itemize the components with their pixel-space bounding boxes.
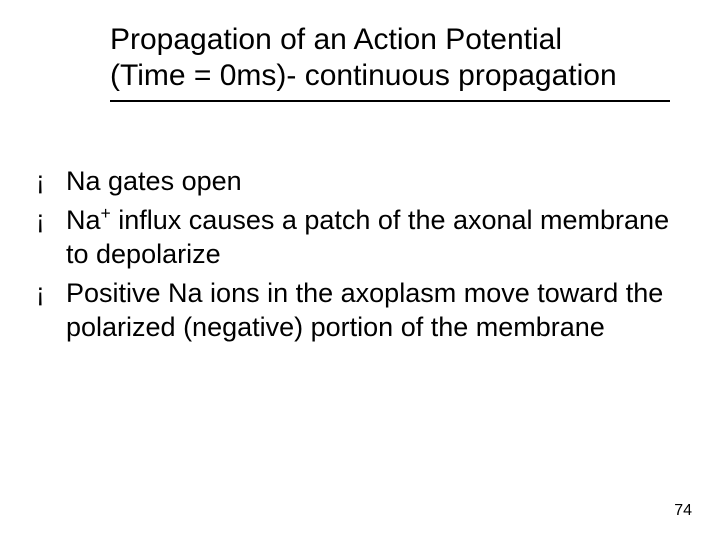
title-underline: [110, 100, 670, 102]
bullet-marker-icon: ¡: [36, 164, 66, 198]
list-item: ¡ Na gates open: [36, 164, 676, 199]
title-block: Propagation of an Action Potential (Time…: [110, 22, 670, 102]
bullet-text: Na+ influx causes a patch of the axonal …: [66, 203, 676, 272]
bullet-text: Positive Na ions in the axoplasm move to…: [66, 276, 676, 345]
title-line-2: (Time = 0ms)- continuous propagation: [110, 59, 617, 92]
bullet-marker-icon: ¡: [36, 203, 66, 237]
title-line-1: Propagation of an Action Potential: [110, 23, 562, 56]
slide-title: Propagation of an Action Potential (Time…: [110, 22, 670, 100]
list-item: ¡ Positive Na ions in the axoplasm move …: [36, 276, 676, 345]
bullet-text: Na gates open: [66, 164, 676, 199]
list-item: ¡ Na+ influx causes a patch of the axona…: [36, 203, 676, 272]
page-number: 74: [674, 502, 692, 520]
body-block: ¡ Na gates open ¡ Na+ influx causes a pa…: [36, 164, 676, 349]
slide: Propagation of an Action Potential (Time…: [0, 0, 720, 540]
bullet-marker-icon: ¡: [36, 276, 66, 310]
